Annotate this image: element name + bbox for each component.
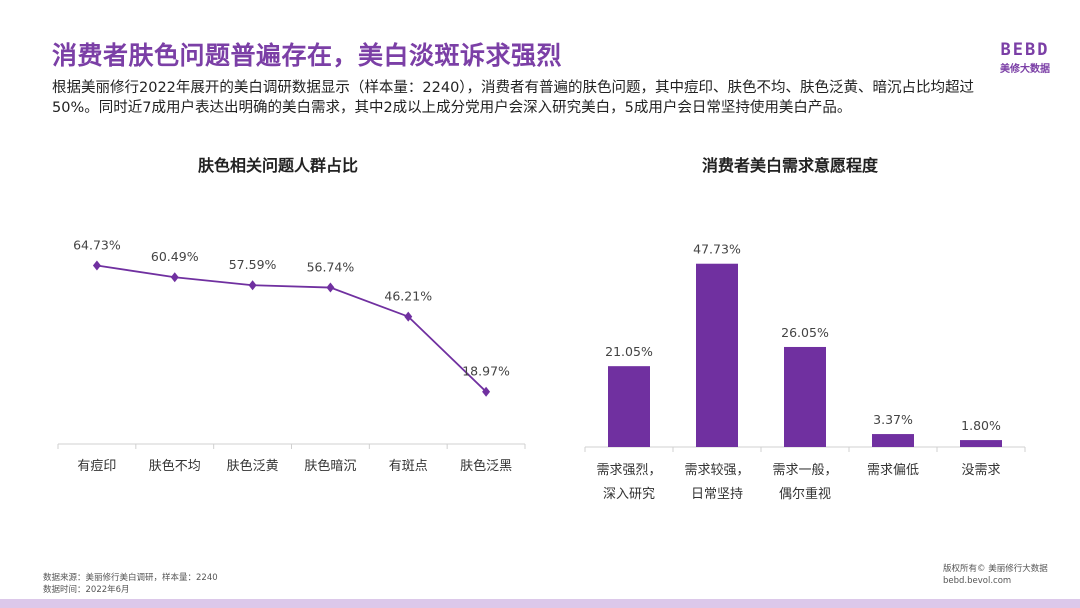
data-label: 26.05% (781, 325, 829, 340)
footer-copyright: 版权所有© 美丽修行大数据 bebd.bevol.com (943, 563, 1048, 587)
line-chart-title: 肤色相关问题人群占比 (198, 156, 359, 175)
data-point-marker (170, 272, 179, 283)
x-tick-label: 肤色泛黑 (460, 458, 512, 474)
bottom-strip (0, 599, 1080, 608)
bar-chart-title: 消费者美白需求意愿程度 (702, 156, 879, 175)
bar (784, 346, 826, 447)
site-url: bebd.bevol.com (943, 576, 1012, 586)
data-label: 18.97% (462, 364, 510, 379)
x-tick-label: 肤色暗沉 (304, 458, 356, 474)
x-tick-label: 肤色泛黄 (227, 458, 279, 474)
bar (608, 366, 650, 447)
data-label: 21.05% (605, 344, 653, 359)
x-tick-label: 需求强烈， (596, 463, 661, 478)
data-point-marker (326, 282, 335, 293)
data-source: 数据来源：美丽修行美白调研，样本量：2240 (43, 573, 218, 583)
data-label: 3.37% (873, 412, 913, 427)
x-tick-label: 需求较强， (684, 463, 749, 478)
logo-mark: BEBD (1000, 40, 1050, 60)
logo-subtitle: 美修大数据 (1000, 64, 1050, 75)
copyright-text: 版权所有© 美丽修行大数据 (943, 564, 1048, 574)
data-point-marker (404, 311, 413, 322)
x-tick-label: 有痘印 (77, 459, 116, 474)
x-tick-label: 需求一般， (772, 462, 837, 478)
x-tick-label: 需求偏低 (867, 463, 919, 478)
brand-logo: BEBD 美修大数据 (1000, 40, 1050, 75)
data-point-marker (92, 260, 101, 271)
x-tick-label: 有斑点 (389, 459, 428, 474)
data-label: 56.74% (307, 260, 355, 275)
data-point-marker (482, 386, 491, 397)
description: 根据美丽修行2022年展开的美白调研数据显示（样本量：2240），消费者有普遍的… (52, 80, 975, 116)
bar (696, 263, 738, 447)
x-tick-label: 偶尔重视 (779, 486, 831, 502)
bar (872, 434, 914, 447)
x-tick-label: 肤色不均 (149, 458, 201, 474)
data-label: 1.80% (961, 418, 1001, 433)
series-line (96, 264, 487, 393)
data-point-marker (248, 280, 257, 291)
data-label: 46.21% (384, 289, 432, 304)
data-label: 64.73% (73, 238, 121, 253)
x-tick-label: 日常坚持 (691, 487, 743, 502)
x-tick-label: 没需求 (961, 463, 1000, 478)
footer-source: 数据来源：美丽修行美白调研，样本量：2240 数据时间：2022年6月 (43, 572, 218, 596)
page-title: 消费者肤色问题普遍存在，美白淡斑诉求强烈 (52, 41, 563, 70)
data-label: 57.59% (229, 257, 277, 272)
x-tick-label: 深入研究 (603, 487, 655, 502)
bar (960, 440, 1002, 447)
data-label: 47.73% (693, 242, 741, 257)
data-label: 60.49% (151, 249, 199, 264)
data-time: 数据时间：2022年6月 (43, 585, 130, 595)
